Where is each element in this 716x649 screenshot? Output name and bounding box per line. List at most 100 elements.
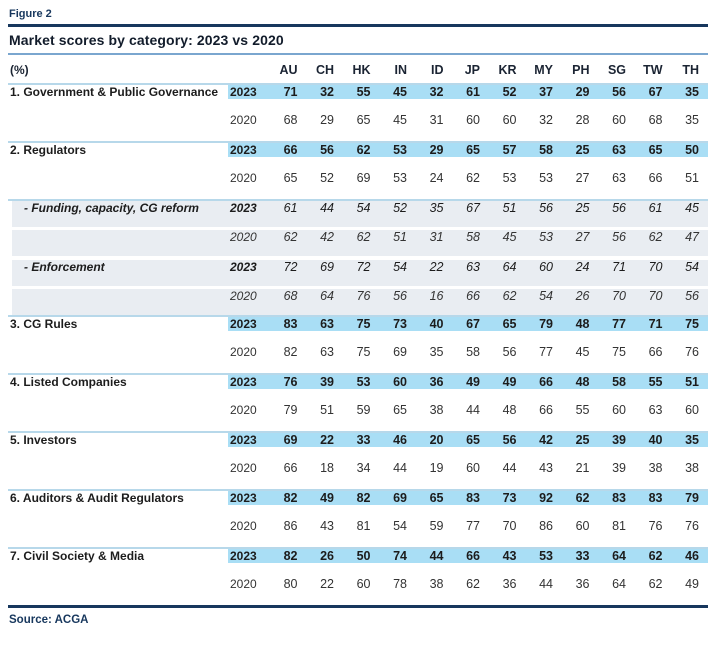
score-cell-th: 54 xyxy=(685,260,699,274)
score-cell-ch: 43 xyxy=(320,519,334,533)
score-cell-id: 44 xyxy=(416,549,453,563)
column-header-jp: JP xyxy=(464,63,480,77)
column-header-my: MY xyxy=(534,63,553,77)
score-cell-ch: 32 xyxy=(306,85,343,99)
score-cell-ph: 26 xyxy=(575,289,590,303)
score-cell-id: 22 xyxy=(429,260,444,274)
score-cell-au: 71 xyxy=(270,85,307,99)
score-cell-tw: 62 xyxy=(648,230,663,244)
row-label xyxy=(8,403,228,417)
score-cell-id: 24 xyxy=(429,171,444,185)
score-cell-ph: 33 xyxy=(562,549,599,563)
score-cell-ph: 24 xyxy=(575,260,590,274)
score-cell-my: 77 xyxy=(539,345,553,359)
column-header-ch: CH xyxy=(315,63,334,77)
column-header-th: TH xyxy=(682,63,699,77)
year-cell: 2020 xyxy=(230,113,257,127)
row-label xyxy=(8,577,228,591)
score-cell-hk: 33 xyxy=(343,433,380,447)
score-cell-id: 40 xyxy=(416,317,453,331)
year-cell: 2020 xyxy=(230,519,257,533)
row-label xyxy=(8,519,228,533)
table-row-grid: 1. Government & Public Governance 2023 71 3… xyxy=(8,85,708,99)
score-cell-au: 82 xyxy=(283,345,298,359)
score-cell-hk: 53 xyxy=(343,375,380,389)
score-cell-id: 35 xyxy=(429,201,444,215)
score-cell-hk: 75 xyxy=(343,317,380,331)
table-row-grid: 2020 79 51 59 65 38 44 48 66 55 60 63 60 xyxy=(8,403,708,417)
score-cell-in: 45 xyxy=(393,113,407,127)
table-row-grid: 2020 66 18 34 44 19 60 44 43 21 39 38 38 xyxy=(8,461,708,475)
score-cell-ph: 28 xyxy=(575,113,590,127)
score-cell-kr: 43 xyxy=(489,549,526,563)
score-cell-au: 82 xyxy=(270,491,307,505)
score-cell-my: 53 xyxy=(539,171,553,185)
score-cell-tw: 71 xyxy=(635,317,672,331)
score-cell-au: 79 xyxy=(283,403,298,417)
score-cell-jp: 67 xyxy=(452,317,489,331)
column-header-au: AU xyxy=(279,63,298,77)
row-label: 5. Investors xyxy=(10,433,77,447)
score-cell-id: 59 xyxy=(429,519,444,533)
row-label: 2. Regulators xyxy=(10,143,87,157)
score-cell-ph: 55 xyxy=(575,403,590,417)
top-rule xyxy=(8,24,708,27)
score-cell-in: 69 xyxy=(379,491,416,505)
column-header-ph: PH xyxy=(572,63,590,77)
score-cell-my: 54 xyxy=(539,289,553,303)
title-rule xyxy=(8,53,708,55)
score-cell-in: 73 xyxy=(379,317,416,331)
score-cell-kr: 73 xyxy=(489,491,526,505)
score-cell-th: 60 xyxy=(685,403,699,417)
table-row: 2020 86 43 81 54 59 77 70 86 60 81 76 76 xyxy=(8,519,708,547)
table-row-grid: 7. Civil Society & Media 2023 82 26 50 74 44 66… xyxy=(8,549,708,563)
score-cell-my: 56 xyxy=(539,201,553,215)
score-cell-au: 65 xyxy=(283,171,298,185)
score-cell-ch: 51 xyxy=(320,403,334,417)
score-cell-in: 44 xyxy=(393,461,407,475)
score-cell-id: 29 xyxy=(416,143,453,157)
score-cell-in: 65 xyxy=(393,403,407,417)
score-cell-my: 42 xyxy=(525,433,562,447)
score-cell-my: 92 xyxy=(525,491,562,505)
score-cell-in: 54 xyxy=(393,519,407,533)
year-cell: 2020 xyxy=(230,345,257,359)
table-row: 2020 82 63 75 69 35 58 56 77 45 75 66 76 xyxy=(8,345,708,373)
score-cell-ch: 39 xyxy=(306,375,343,389)
row-label: 1. Government & Public Governance xyxy=(10,85,219,99)
score-cell-kr: 64 xyxy=(502,260,517,274)
table-row: 2. Regulators 2023 66 56 62 53 29 65 57 58 25 63 65 5… xyxy=(8,143,708,171)
score-cell-sg: 58 xyxy=(598,375,635,389)
score-cell-my: 53 xyxy=(525,549,562,563)
table-row-grid: 5. Investors 2023 69 22 33 46 20 65 56 42 25 39 40 35 xyxy=(8,433,708,447)
column-header-hk: HK xyxy=(352,63,371,77)
score-cell-th: 75 xyxy=(671,317,708,331)
score-cell-ch: 52 xyxy=(320,171,334,185)
score-cell-jp: 67 xyxy=(466,201,480,215)
figure-label: Figure 2 xyxy=(9,8,52,20)
table-row-grid: 6. Auditors & Audit Regulators 2023 82 49 82… xyxy=(8,491,708,505)
score-cell-tw: 38 xyxy=(648,461,663,475)
score-cell-sg: 75 xyxy=(612,345,626,359)
table-row-grid: 2020 68 29 65 45 31 60 60 32 28 60 68 35 xyxy=(8,113,708,127)
score-cell-id: 20 xyxy=(416,433,453,447)
score-cell-au: 66 xyxy=(283,461,298,475)
year-cell: 2023 xyxy=(228,85,270,99)
column-header-in: IN xyxy=(394,63,408,77)
score-cell-kr: 57 xyxy=(489,143,526,157)
table-row-grid: 2020 80 22 60 78 38 62 36 44 36 64 62 49 xyxy=(8,577,708,591)
score-cell-sg: 56 xyxy=(598,85,635,99)
year-cell: 2023 xyxy=(228,491,270,505)
row-label: 7. Civil Society & Media xyxy=(10,549,145,563)
table-row: - Enforcement 2023 72 69 72 54 22 63 64 60 24 71 70 5… xyxy=(8,260,708,286)
score-cell-sg: 63 xyxy=(598,143,635,157)
score-cell-au: 76 xyxy=(270,375,307,389)
category-group: 7. Civil Society & Media 2023 82 26 50 74 44 66… xyxy=(8,547,708,605)
score-cell-tw: 66 xyxy=(648,345,663,359)
score-cell-ph: 45 xyxy=(575,345,590,359)
table-row: 2020 80 22 60 78 38 62 36 44 36 64 62 49 xyxy=(8,577,708,605)
score-cell-th: 47 xyxy=(685,230,699,244)
score-cell-my: 58 xyxy=(525,143,562,157)
score-cell-au: 72 xyxy=(283,260,298,274)
row-label: - Enforcement xyxy=(24,260,105,274)
